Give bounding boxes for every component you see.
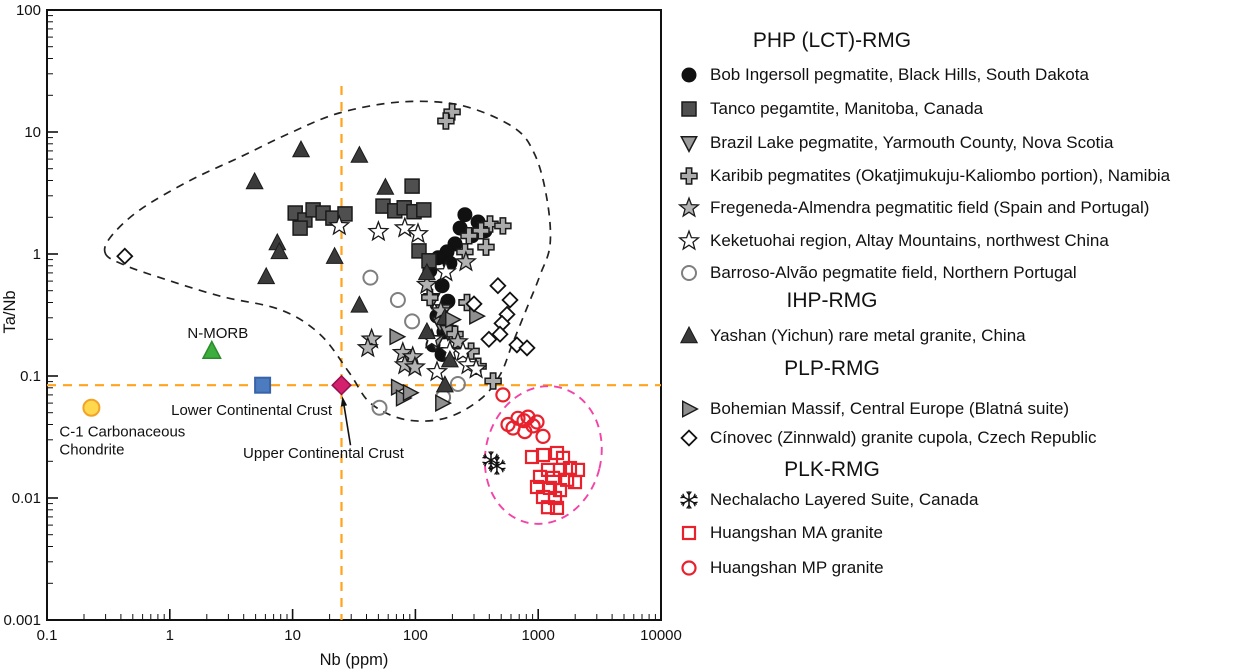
legend-marker-brazil_lake-icon	[680, 135, 698, 154]
reference-point-upper_continental_crust: Upper Continental Crust	[243, 374, 405, 462]
series-fregeneda	[356, 250, 478, 377]
series-bohemian	[389, 307, 487, 412]
legend-item-barroso: Barroso-Alvão pegmatite field, Northern …	[676, 256, 1077, 290]
legend: PHP (LCT)-RMG Bob Ingersoll pegmatite, Bl…	[676, 0, 1247, 672]
legend-item-bob_ingersoll: Bob Ingersoll pegmatite, Black Hills, So…	[676, 58, 1089, 92]
annotation-label: C-1 Carbonaceous	[59, 424, 185, 441]
legend-item-label: Tanco pegamtite, Manitoba, Canada	[710, 99, 984, 118]
series-nechalacho	[482, 451, 506, 475]
series-keketuohai	[328, 214, 488, 382]
legend-item-label: Bohemian Massif, Central Europe (Blatná …	[710, 399, 1070, 418]
legend-item-nechalacho: Nechalacho Layered Suite, Canada	[676, 483, 978, 517]
legend-item-huangshan_ma: Huangshan MA granite	[676, 516, 883, 550]
annotation-label: N-MORB	[187, 325, 248, 342]
legend-item-label: Bob Ingersoll pegmatite, Black Hills, So…	[710, 65, 1089, 84]
legend-item-brazil_lake: Brazil Lake pegmatite, Yarmouth County, …	[676, 126, 1113, 160]
field-outline-lct_field	[103, 100, 552, 422]
y-tick-label: 0.01	[12, 490, 41, 507]
reference-point-n_morb: N-MORB	[187, 325, 248, 360]
legend-item-label: Cínovec (Zinnwald) granite cupola, Czech…	[710, 428, 1097, 447]
legend-item-label: Karibib pegmatites (Okatjimukuju-Kaliomb…	[710, 166, 1171, 185]
legend-item-label: Fregeneda-Almendra pegmatitic field (Spa…	[710, 198, 1150, 217]
legend-marker-huangshan_mp-icon	[681, 560, 697, 576]
legend-header-2: PLP-RMG	[784, 357, 880, 380]
reference-point-lower_continental_crust: Lower Continental Crust	[171, 376, 333, 419]
reference-lines	[47, 86, 661, 620]
series-cinovec	[116, 247, 536, 357]
x-tick-label: 0.1	[37, 627, 58, 644]
legend-marker-bob_ingersoll-icon	[681, 67, 697, 83]
legend-item-huangshan_mp: Huangshan MP granite	[676, 551, 884, 585]
legend-item-label: Nechalacho Layered Suite, Canada	[710, 490, 979, 509]
legend-item-yashan: Yashan (Yichun) rare metal granite, Chin…	[676, 319, 1026, 353]
field-outline-huangshan_field	[483, 385, 603, 525]
legend-marker-bohemian-icon	[682, 400, 699, 418]
series-huangshan_mp	[495, 387, 551, 444]
legend-marker-karibib-icon	[680, 167, 698, 185]
legend-marker-barroso-icon	[681, 265, 697, 281]
x-tick-label: 1	[166, 627, 174, 644]
annotation-label: Lower Continental Crust	[171, 402, 333, 419]
legend-header-1: IHP-RMG	[786, 289, 878, 312]
legend-item-label: Yashan (Yichun) rare metal granite, Chin…	[710, 326, 1026, 345]
x-tick-label: 100	[403, 627, 428, 644]
legend-item-cinovec: Cínovec (Zinnwald) granite cupola, Czech…	[676, 421, 1096, 455]
x-tick-label: 10	[284, 627, 301, 644]
annotation-label: Upper Continental Crust	[243, 445, 405, 462]
y-tick-label: 0.1	[20, 368, 41, 385]
y-axis-label: Ta/Nb	[1, 290, 19, 333]
y-tick-label: 10	[24, 124, 41, 141]
legend-marker-keketuohai-icon	[677, 229, 701, 251]
legend-item-label: Barroso-Alvão pegmatite field, Northern …	[710, 263, 1077, 282]
legend-header-3: PLK-RMG	[784, 458, 880, 481]
x-axis-label: Nb (ppm)	[320, 651, 389, 669]
y-tick-label: 100	[16, 2, 41, 19]
legend-marker-cinovec-icon	[680, 429, 698, 447]
series-yashan	[245, 140, 459, 393]
upper-crust-arrow	[340, 396, 352, 446]
legend-item-label: Huangshan MA granite	[710, 523, 883, 542]
legend-item-fregeneda: Fregeneda-Almendra pegmatitic field (Spa…	[676, 191, 1149, 225]
y-axis: 0.001 0.01 0.1 1 10 100	[3, 2, 58, 629]
scatter-plot: 0.1 1 10 100 1000 10000 0.001 0.01 0.1 1 10 100 C-1 …	[1, 2, 682, 669]
y-tick-label: 1	[33, 246, 41, 263]
plot-frame	[46, 9, 662, 621]
plot-layers: 0.1 1 10 100 1000 10000 0.001 0.01 0.1 1 10 100 C-1 …	[3, 2, 681, 644]
legend-item-karibib: Karibib pegmatites (Okatjimukuju-Kaliomb…	[676, 159, 1170, 193]
legend-item-label: Keketuohai region, Altay Mountains, nort…	[710, 231, 1109, 250]
annotation-label: Chondrite	[59, 442, 124, 459]
legend-header-0: PHP (LCT)-RMG	[752, 29, 912, 52]
legend-marker-fregeneda-icon	[677, 196, 701, 218]
x-tick-label: 1000	[522, 627, 555, 644]
legend-marker-nechalacho-icon	[680, 491, 698, 509]
x-axis: 0.1 1 10 100 1000 10000	[37, 609, 682, 644]
legend-marker-yashan-icon	[679, 325, 699, 344]
x-tick-label: 10000	[640, 627, 682, 644]
y-tick-label: 0.001	[3, 612, 41, 629]
legend-item-label: Brazil Lake pegmatite, Yarmouth County, …	[710, 133, 1114, 152]
series-tanco	[287, 178, 437, 269]
legend-item-keketuohai: Keketuohai region, Altay Mountains, nort…	[676, 224, 1109, 258]
legend-marker-huangshan_ma-icon	[681, 525, 697, 541]
series-huangshan_ma	[524, 445, 586, 515]
legend-item-label: Huangshan MP granite	[710, 558, 884, 577]
legend-marker-tanco-icon	[681, 101, 697, 117]
legend-item-tanco: Tanco pegamtite, Manitoba, Canada	[676, 92, 983, 126]
legend-item-bohemian: Bohemian Massif, Central Europe (Blatná …	[676, 392, 1069, 426]
